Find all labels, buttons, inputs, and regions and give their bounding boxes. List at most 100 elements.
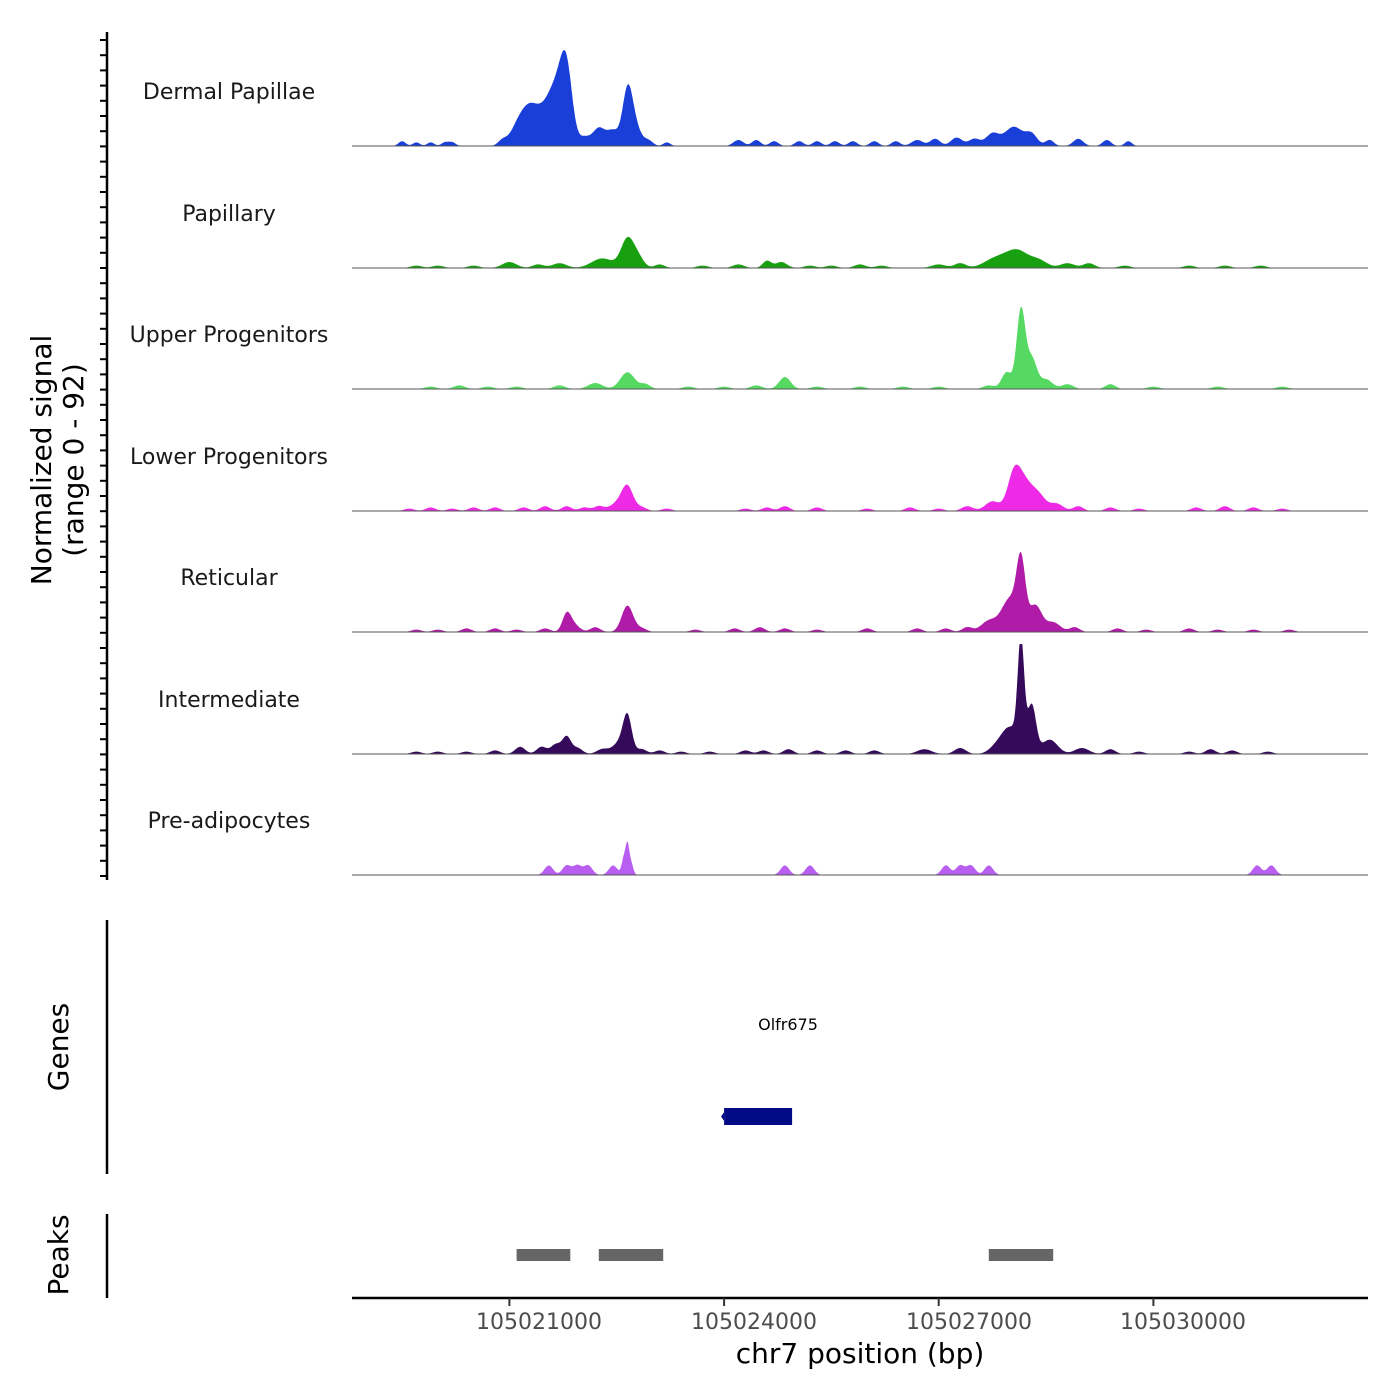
signal-y-axis-ticks <box>100 39 107 877</box>
signal-area <box>863 750 886 754</box>
signal-area <box>534 611 608 632</box>
genes-track-title: Genes <box>42 1003 75 1091</box>
signal-area <box>1272 508 1292 511</box>
signal-area <box>406 629 448 632</box>
signal-area <box>462 265 486 268</box>
signal-area <box>906 628 929 632</box>
signal-area <box>1129 508 1149 511</box>
signal-area <box>847 264 893 268</box>
signal-area <box>1246 865 1283 875</box>
signal-area <box>491 50 675 146</box>
signal-area <box>601 841 637 875</box>
signal-area <box>954 464 1090 511</box>
signal-area <box>1179 749 1244 754</box>
signal-area <box>899 507 921 511</box>
y-axis-title: Normalized signal <box>25 335 58 586</box>
signal-area <box>1178 265 1201 268</box>
signal-area <box>726 140 785 146</box>
signal-area <box>756 260 844 268</box>
track-label-upper-progenitors: Upper Progenitors <box>130 323 329 348</box>
signal-area <box>492 236 671 268</box>
gene-label-olfr675: Olfr675 <box>758 1015 818 1034</box>
signal-area <box>923 249 1103 268</box>
signal-area <box>1213 506 1237 511</box>
signal-area <box>1213 265 1237 268</box>
signal-area <box>807 629 828 632</box>
signal-area <box>1141 386 1165 389</box>
signal-area <box>399 507 506 511</box>
signal-area <box>406 751 448 754</box>
track-pre-adipocytes <box>352 841 1368 876</box>
signal-area <box>455 628 478 632</box>
peaks-track-title: Peaks <box>42 1214 75 1295</box>
signal-area <box>1249 265 1272 268</box>
track-label-intermediate: Intermediate <box>158 688 300 713</box>
signal-area <box>977 644 1122 754</box>
signal-area <box>446 385 473 389</box>
signal-area <box>405 265 450 268</box>
signal-area <box>1178 628 1201 632</box>
x-tick-label-105021000: 105021000 <box>476 1310 602 1335</box>
signal-area <box>735 506 797 511</box>
track-label-pre-adipocytes: Pre-adipocytes <box>148 809 311 834</box>
signal-area <box>734 749 801 754</box>
peak-region <box>988 1249 1054 1261</box>
track-papillary <box>352 236 1368 269</box>
signal-area <box>1106 628 1129 632</box>
gene-strand-arrow <box>721 1112 725 1121</box>
signal-area <box>456 751 477 754</box>
signal-area <box>419 386 443 389</box>
signal-area <box>1270 386 1294 389</box>
x-tick-label-105024000: 105024000 <box>691 1310 817 1335</box>
signal-area <box>1242 507 1265 511</box>
signal-area <box>476 386 500 389</box>
genes-track <box>721 1108 793 1125</box>
track-label-lower-progenitors: Lower Progenitors <box>130 445 328 470</box>
signal-area <box>610 605 653 632</box>
signal-area <box>1113 265 1137 268</box>
x-axis-title: chr7 position (bp) <box>736 1337 985 1370</box>
track-dermal-papillae <box>352 50 1368 147</box>
signal-area <box>1096 140 1118 146</box>
signal-area <box>1065 138 1091 146</box>
peak-region <box>516 1249 571 1261</box>
signal-area <box>656 508 677 511</box>
peaks-track <box>516 1249 1054 1261</box>
track-label-dermal-papillae: Dermal Papillae <box>143 80 315 105</box>
signal-area <box>1129 751 1149 754</box>
signal-area <box>934 551 1087 632</box>
signal-area <box>1119 141 1137 146</box>
track-reticular <box>352 551 1368 633</box>
gene-body-olfr675 <box>724 1108 793 1125</box>
signal-area <box>856 628 878 632</box>
signal-area <box>907 749 941 754</box>
x-tick-label-105027000: 105027000 <box>906 1310 1032 1335</box>
signal-area <box>538 864 600 875</box>
signal-area <box>798 865 821 875</box>
signal-area <box>834 750 857 754</box>
signal-area <box>677 386 700 389</box>
signal-area <box>934 864 1000 875</box>
signal-area <box>1207 629 1228 632</box>
track-label-papillary: Papillary <box>182 202 276 227</box>
signal-area <box>1136 629 1157 632</box>
signal-area <box>1099 507 1122 511</box>
signal-area <box>976 306 1081 389</box>
signal-area <box>805 750 829 754</box>
peak-region <box>598 1249 664 1261</box>
signal-area <box>712 386 736 389</box>
signal-area <box>484 713 691 754</box>
signal-area <box>927 386 951 389</box>
signal-area <box>512 484 654 511</box>
signal-area <box>929 508 949 511</box>
track-lower-progenitors <box>352 464 1368 512</box>
signal-area <box>805 507 829 511</box>
signal-area <box>1279 629 1300 632</box>
signal-area <box>725 264 751 268</box>
signal-area <box>700 751 720 754</box>
signal-area <box>857 508 877 511</box>
signal-area <box>685 629 706 632</box>
signal-area <box>484 628 527 632</box>
signal-area <box>393 141 460 146</box>
